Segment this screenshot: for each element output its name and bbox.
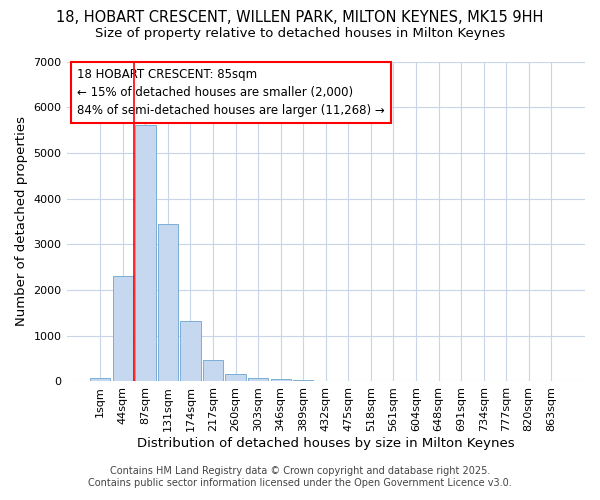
Bar bbox=[181, 320, 200, 382]
Text: 18, HOBART CRESCENT, WILLEN PARK, MILTON KEYNES, MK15 9HH: 18, HOBART CRESCENT, WILLEN PARK, MILTON… bbox=[56, 10, 544, 25]
Bar bbox=[293, 380, 313, 382]
Text: 18 HOBART CRESCENT: 85sqm
← 15% of detached houses are smaller (2,000)
84% of se: 18 HOBART CRESCENT: 85sqm ← 15% of detac… bbox=[77, 68, 385, 117]
Bar bbox=[226, 374, 246, 382]
X-axis label: Distribution of detached houses by size in Milton Keynes: Distribution of detached houses by size … bbox=[137, 437, 515, 450]
Bar bbox=[271, 378, 291, 382]
Text: Contains public sector information licensed under the Open Government Licence v3: Contains public sector information licen… bbox=[88, 478, 512, 488]
Bar bbox=[90, 378, 110, 382]
Bar bbox=[203, 360, 223, 382]
Text: Contains HM Land Registry data © Crown copyright and database right 2025.: Contains HM Land Registry data © Crown c… bbox=[110, 466, 490, 476]
Bar bbox=[135, 126, 155, 382]
Y-axis label: Number of detached properties: Number of detached properties bbox=[15, 116, 28, 326]
Text: Size of property relative to detached houses in Milton Keynes: Size of property relative to detached ho… bbox=[95, 28, 505, 40]
Bar bbox=[113, 276, 133, 382]
Bar bbox=[158, 224, 178, 382]
Bar bbox=[248, 378, 268, 382]
